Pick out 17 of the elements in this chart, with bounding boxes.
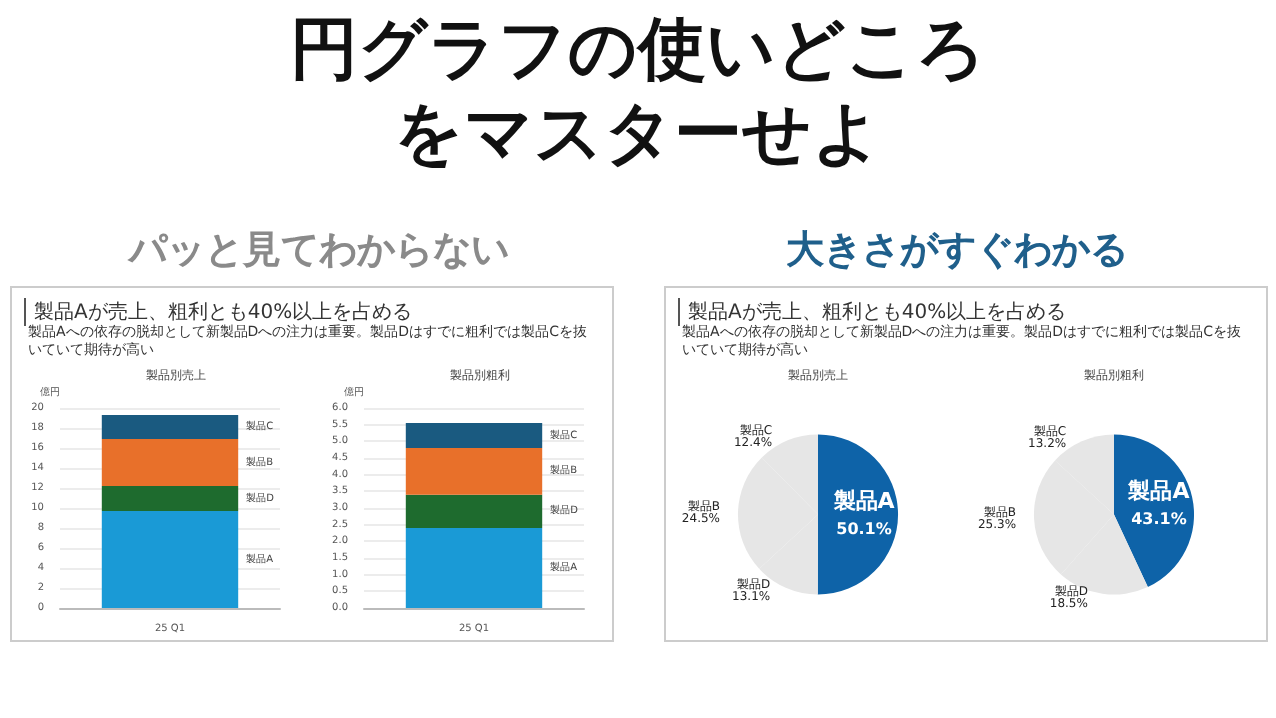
text: 製品Aが売上、粗利とも40%以上を占める <box>24 298 413 326</box>
bar <box>405 423 543 448</box>
text: パッと見てわからない <box>125 226 511 276</box>
bar <box>101 439 239 486</box>
bar <box>101 511 239 608</box>
text: 大きさがすぐわかる <box>784 226 1130 276</box>
data-label: 43.1% <box>1131 509 1187 528</box>
text: 製品Aが売上、粗利とも40%以上を占める <box>678 298 1067 326</box>
slice-label: 製品A <box>831 487 896 514</box>
bar <box>101 486 239 511</box>
bar <box>405 448 543 495</box>
bar <box>101 415 239 439</box>
bar <box>405 494 543 528</box>
bar <box>405 528 543 608</box>
text: 円グラフの使いどころをマスターせよ <box>288 8 988 176</box>
data-label: 50.1% <box>836 519 892 538</box>
slice-label: 製品A <box>1126 477 1191 504</box>
